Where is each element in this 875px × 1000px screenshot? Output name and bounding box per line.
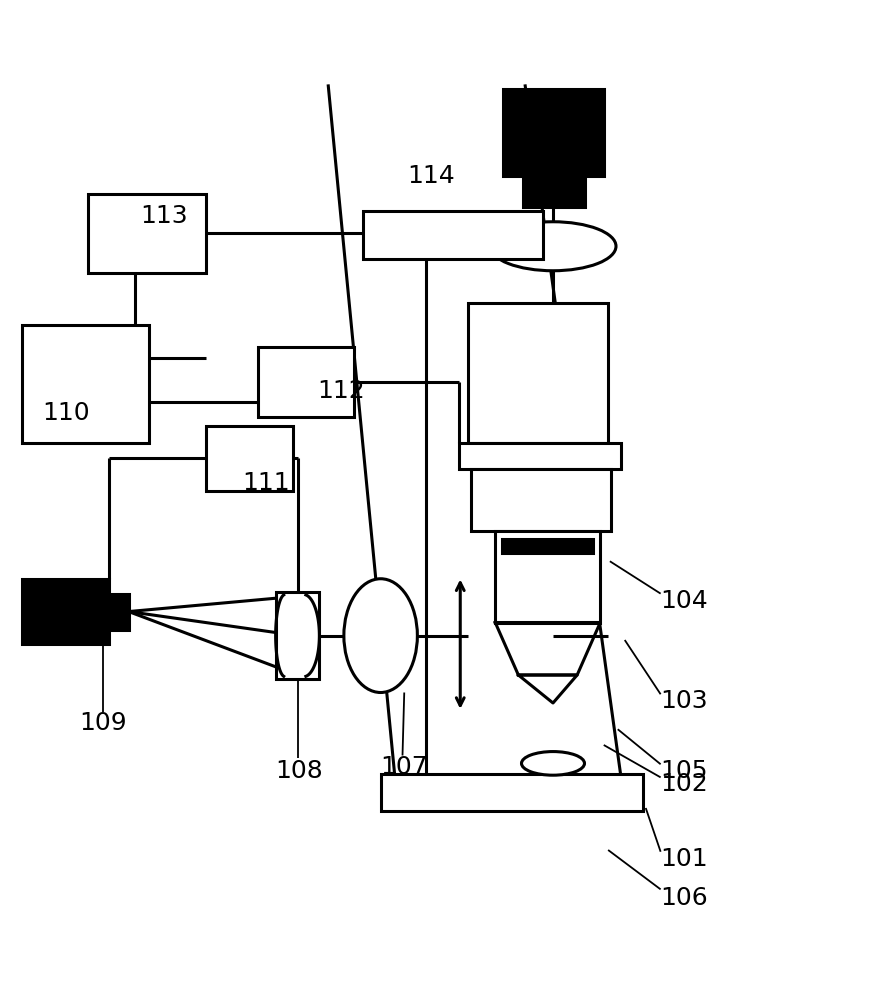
Bar bbox=[503, 89, 604, 176]
Text: 106: 106 bbox=[661, 886, 709, 910]
Ellipse shape bbox=[490, 222, 616, 271]
Text: 111: 111 bbox=[242, 471, 290, 494]
Bar bbox=[22, 579, 109, 644]
Text: 114: 114 bbox=[407, 164, 455, 188]
Text: 107: 107 bbox=[381, 755, 428, 779]
Text: 109: 109 bbox=[79, 711, 126, 735]
Text: 105: 105 bbox=[661, 759, 708, 783]
Text: 108: 108 bbox=[276, 759, 324, 783]
Bar bbox=[22, 325, 149, 443]
Bar bbox=[206, 426, 293, 491]
Bar bbox=[88, 194, 206, 272]
Bar bbox=[471, 469, 611, 531]
Ellipse shape bbox=[522, 752, 584, 775]
Text: 102: 102 bbox=[661, 772, 709, 796]
Bar bbox=[495, 531, 600, 622]
Bar bbox=[468, 303, 608, 443]
Bar bbox=[258, 347, 354, 417]
Bar bbox=[459, 443, 621, 469]
Bar bbox=[276, 592, 319, 679]
Bar bbox=[109, 594, 129, 630]
Bar bbox=[363, 211, 542, 259]
Text: 113: 113 bbox=[140, 204, 187, 228]
Text: 104: 104 bbox=[661, 589, 709, 613]
Text: 101: 101 bbox=[661, 847, 708, 871]
Bar bbox=[502, 539, 593, 552]
Bar bbox=[381, 774, 643, 811]
Text: 103: 103 bbox=[661, 689, 708, 713]
Bar bbox=[523, 176, 584, 207]
Text: 110: 110 bbox=[42, 400, 89, 424]
Ellipse shape bbox=[344, 579, 417, 692]
Text: 112: 112 bbox=[317, 379, 365, 403]
Polygon shape bbox=[495, 622, 600, 675]
Polygon shape bbox=[518, 675, 578, 703]
